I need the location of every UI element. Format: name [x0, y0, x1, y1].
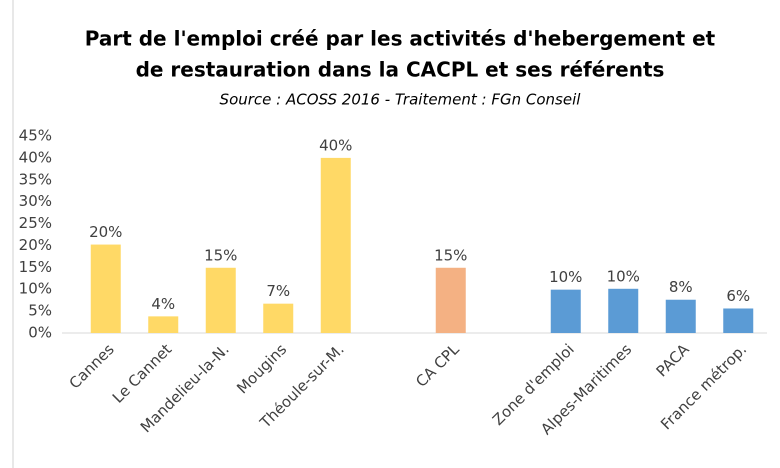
bar	[148, 316, 179, 333]
data-label: 40%	[319, 136, 352, 154]
bar	[665, 299, 696, 333]
y-tick-label: 20%	[19, 236, 52, 254]
y-tick-label: 45%	[19, 127, 52, 145]
y-tick-label: 35%	[19, 170, 52, 188]
data-label: 7%	[266, 282, 290, 300]
y-tick-label: 0%	[28, 324, 52, 342]
chart-title: de restauration dans la CACPL et ses réf…	[136, 58, 665, 82]
data-label: 8%	[669, 278, 693, 296]
y-tick-label: 25%	[19, 214, 52, 232]
bar	[723, 308, 754, 333]
bar	[263, 303, 294, 333]
data-label: 15%	[204, 246, 237, 264]
bar	[550, 289, 581, 333]
data-label: 20%	[89, 223, 122, 241]
y-tick-label: 15%	[19, 258, 52, 276]
bar	[90, 244, 121, 333]
data-label: 6%	[726, 287, 750, 305]
chart-title: Part de l'emploi créé par les activités …	[85, 27, 716, 51]
data-label: 10%	[549, 268, 582, 286]
y-tick-label: 40%	[19, 148, 52, 166]
bar	[205, 267, 236, 333]
y-tick-label: 5%	[28, 302, 52, 320]
bar	[608, 288, 639, 333]
data-label: 4%	[151, 295, 175, 313]
y-tick-label: 30%	[19, 192, 52, 210]
y-tick-label: 10%	[19, 280, 52, 298]
chart-subtitle: Source : ACOSS 2016 - Traitement : FGn C…	[220, 91, 582, 109]
data-label: 15%	[434, 246, 467, 264]
bar	[435, 267, 466, 333]
bar	[320, 157, 351, 333]
data-label: 10%	[607, 267, 640, 285]
